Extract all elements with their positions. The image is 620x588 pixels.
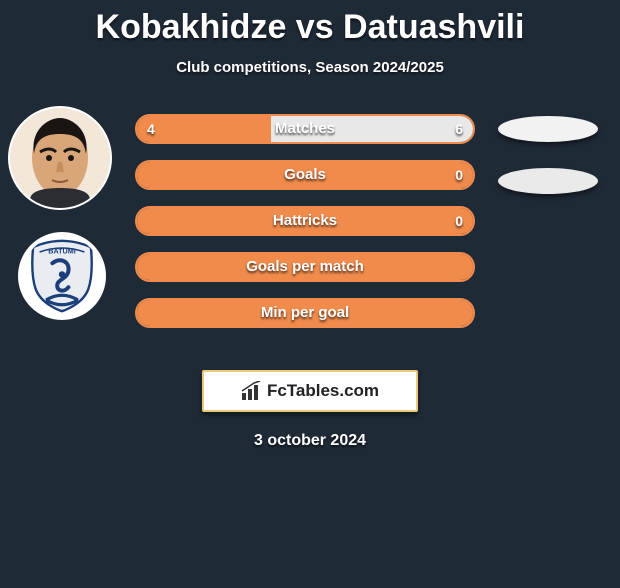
right-indicators	[498, 116, 598, 220]
indicator-1	[498, 116, 598, 142]
stat-row: 46Matches	[135, 114, 475, 144]
stat-row: Min per goal	[135, 298, 475, 328]
chart-icon	[241, 381, 263, 401]
svg-text:BATUMI: BATUMI	[48, 247, 75, 256]
page-title: Kobakhidze vs Datuashvili	[0, 8, 620, 47]
subtitle: Club competitions, Season 2024/2025	[0, 59, 620, 76]
club-shield-icon: BATUMI	[22, 236, 102, 316]
stat-label: Hattricks	[137, 207, 473, 235]
stat-bars: 46Matches 0Goals 0Hattricks Goals per match…	[135, 114, 475, 344]
stat-row: 0Goals	[135, 160, 475, 190]
date-text: 3 october 2024	[0, 432, 620, 450]
comparison-area: BATUMI 46Matches 0Goals 0Hattricks Goals pe…	[0, 106, 620, 366]
player1-avatar	[8, 106, 112, 210]
stat-label: Matches	[137, 115, 473, 143]
stat-row: Goals per match	[135, 252, 475, 282]
avatar-column: BATUMI	[8, 106, 118, 320]
source-logo: FcTables.com	[202, 370, 418, 412]
stat-label: Goals	[137, 161, 473, 189]
stat-row: 0Hattricks	[135, 206, 475, 236]
player-face-icon	[10, 108, 110, 208]
player2-club-logo: BATUMI	[18, 232, 106, 320]
indicator-2	[498, 168, 598, 194]
logo-text: FcTables.com	[267, 381, 379, 401]
stat-label: Goals per match	[137, 253, 473, 281]
stat-label: Min per goal	[137, 299, 473, 327]
